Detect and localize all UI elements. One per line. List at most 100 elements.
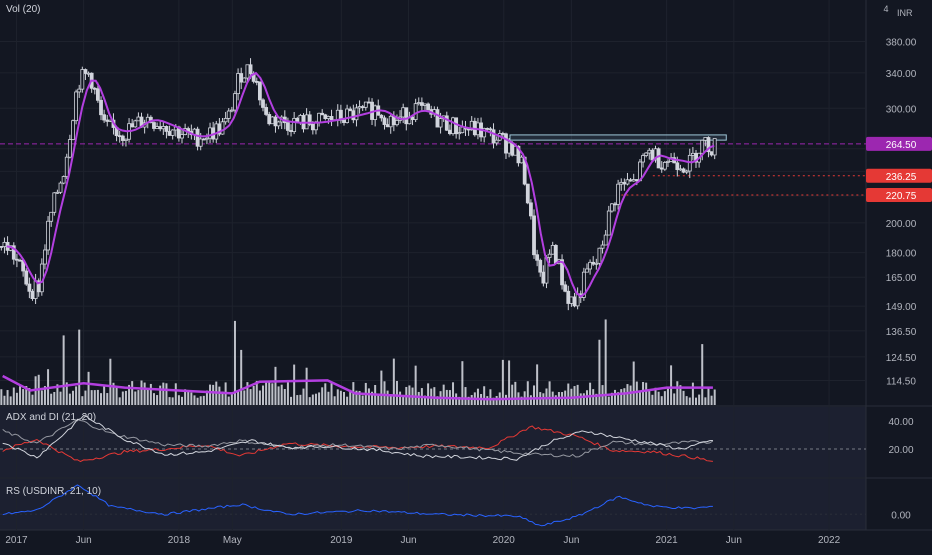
candle-body <box>385 124 390 128</box>
volume-bar <box>3 395 6 405</box>
volume-bar <box>501 359 504 405</box>
candle-body <box>413 103 418 120</box>
volume-bar <box>695 397 698 405</box>
volume-bar <box>131 381 134 405</box>
adx-pane-background <box>0 407 866 477</box>
candle-body <box>591 261 596 265</box>
volume-bar <box>168 397 171 405</box>
candle-body <box>709 151 714 156</box>
volume-bar <box>65 382 68 405</box>
candle-body <box>619 181 624 185</box>
volume-bar <box>171 397 174 405</box>
candle-body <box>454 117 459 135</box>
candle-body <box>180 134 184 139</box>
volume-bar <box>274 366 277 405</box>
volume-bar <box>96 389 99 405</box>
time-tick-label: 2018 <box>168 535 191 546</box>
volume-bar <box>152 393 155 405</box>
candle-body <box>373 105 378 120</box>
candle-body <box>342 119 346 123</box>
volume-bar <box>383 381 386 405</box>
volume-bar <box>93 390 96 405</box>
candle-body <box>292 117 297 133</box>
volume-bar <box>321 387 324 405</box>
candle-body <box>423 103 427 106</box>
candle-body <box>248 64 253 74</box>
candle-body <box>261 99 265 108</box>
time-tick-label: 2020 <box>493 535 516 546</box>
volume-bar <box>392 358 395 405</box>
volume-bar <box>252 385 255 405</box>
volume-bar <box>452 382 455 405</box>
candle-body <box>92 87 97 90</box>
volume-bar <box>196 397 199 405</box>
volume-bar <box>290 396 293 405</box>
volume-bar <box>626 384 629 405</box>
volume-bar <box>25 386 28 405</box>
candle-body <box>345 108 350 123</box>
candle-body <box>603 234 608 246</box>
rs-line <box>2 484 713 527</box>
candle-body <box>485 128 490 130</box>
volume-bar <box>361 395 364 405</box>
adx-pane-label: ADX and DI (21, 20) <box>6 412 97 423</box>
volume-bar <box>638 392 641 405</box>
volume-bar <box>233 320 236 405</box>
candle-body <box>276 121 281 127</box>
candle-body <box>242 77 247 83</box>
price-tick-label: 380.00 <box>886 37 917 48</box>
volume-bar <box>314 393 317 405</box>
volume-bar <box>476 388 479 405</box>
volume-bar <box>240 349 243 405</box>
volume-bar <box>43 386 46 405</box>
volume-bar <box>143 382 146 405</box>
volume-bar <box>90 390 93 405</box>
candle-body <box>367 101 371 104</box>
volume-bar <box>467 396 470 405</box>
candle-body <box>264 107 269 115</box>
candle-body <box>236 73 240 95</box>
price-level-label: 236.25 <box>886 172 917 183</box>
time-tick-label: May <box>223 535 242 546</box>
candle-body <box>647 149 652 154</box>
volume-bar <box>395 380 398 405</box>
candle-body <box>541 271 546 284</box>
volume-bar <box>293 364 296 405</box>
candle-body <box>86 72 91 75</box>
volume-bar <box>489 389 492 405</box>
candle-body <box>659 167 664 170</box>
volume-bar <box>305 367 308 405</box>
candle-body <box>644 152 649 156</box>
volume-bar <box>399 391 402 405</box>
candle-body <box>198 138 203 147</box>
candle-body <box>136 116 141 122</box>
price-tick-label: 149.00 <box>886 302 917 313</box>
plus-di-line <box>2 419 714 458</box>
candle-body <box>58 182 63 193</box>
volume-bar <box>71 390 74 405</box>
candle-body <box>457 132 462 135</box>
volume-bar <box>679 385 682 405</box>
volume-bar <box>237 391 240 405</box>
candle-body <box>49 211 54 222</box>
volume-bar <box>109 358 112 405</box>
volume-bar <box>573 386 576 405</box>
volume-bar <box>6 390 9 405</box>
candle-body <box>700 139 705 154</box>
volume-bar <box>330 382 333 405</box>
volume-bar <box>174 383 177 405</box>
volume-bar <box>184 389 187 405</box>
volume-bar <box>598 339 601 405</box>
volume-bar <box>635 381 638 405</box>
candle-body <box>563 284 568 292</box>
volume-bar <box>632 361 635 405</box>
price-level-badge <box>866 136 932 151</box>
volume-bar <box>124 390 127 405</box>
volume-bar <box>607 396 610 405</box>
volume-bar <box>464 387 467 405</box>
volume-bar <box>595 393 598 405</box>
candle-body <box>504 133 508 154</box>
candle-body <box>662 162 667 170</box>
candle-body <box>270 116 275 125</box>
